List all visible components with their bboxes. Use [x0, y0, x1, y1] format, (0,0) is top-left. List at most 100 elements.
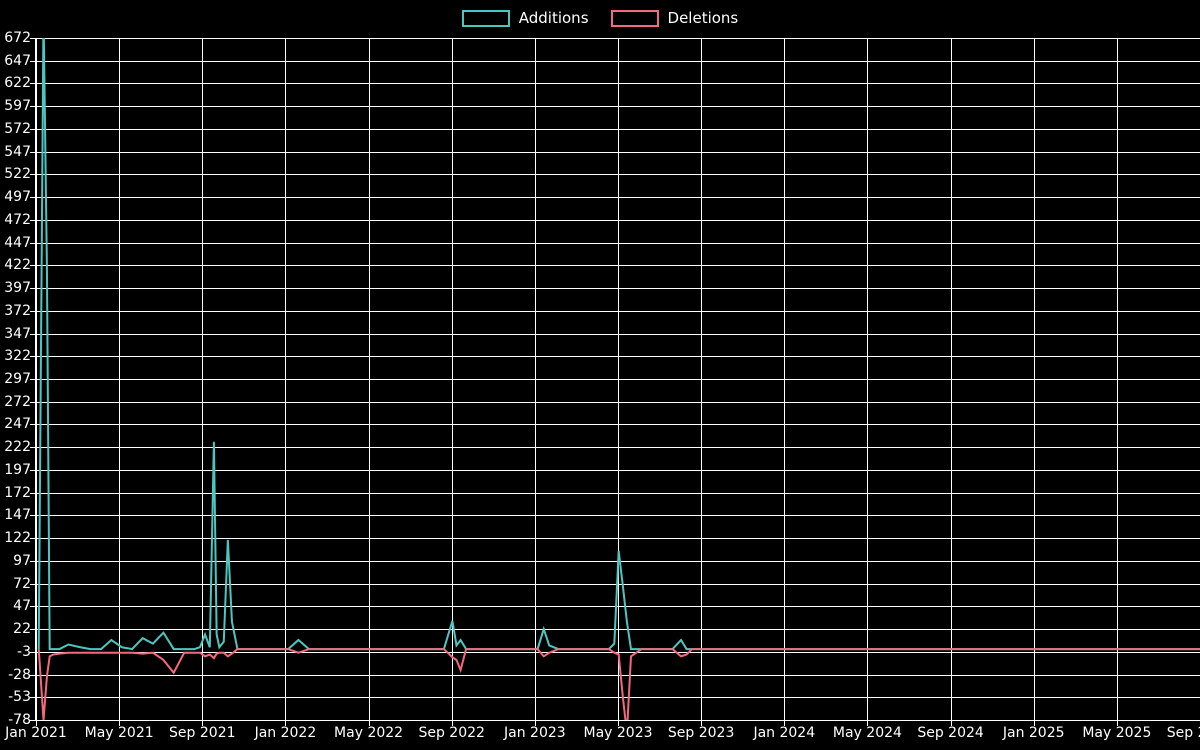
- y-tick-mark: [30, 265, 36, 267]
- y-tick-mark: [30, 174, 36, 176]
- gridline-vertical: [202, 38, 204, 720]
- gridline-vertical: [867, 38, 869, 720]
- y-tick-label: 397: [4, 280, 31, 297]
- x-tick-mark: [368, 721, 370, 726]
- x-tick-label: May 2025: [1082, 725, 1152, 741]
- x-tick-mark: [1116, 721, 1118, 726]
- x-tick-label: Sep 2021: [169, 725, 236, 741]
- y-tick-mark: [30, 356, 36, 358]
- legend-label-additions: Additions: [518, 8, 589, 27]
- gridline-vertical: [451, 38, 453, 720]
- y-tick-label: 272: [4, 393, 31, 410]
- y-tick-mark: [30, 106, 36, 108]
- gridline-vertical: [784, 38, 786, 720]
- y-tick-label: 197: [4, 461, 31, 478]
- x-tick-mark: [867, 721, 869, 726]
- y-tick-label: 347: [4, 325, 31, 342]
- y-tick-mark: [30, 606, 36, 608]
- y-tick-label: 372: [4, 302, 31, 319]
- x-tick-label: Jan 2025: [1002, 725, 1065, 741]
- y-tick-mark: [30, 447, 36, 449]
- gridline-vertical: [701, 38, 703, 720]
- x-tick-mark: [451, 721, 453, 726]
- y-tick-label: 172: [4, 484, 31, 501]
- y-tick-label: 447: [4, 234, 31, 251]
- x-tick-mark: [285, 721, 287, 726]
- x-tick-mark: [784, 721, 786, 726]
- y-tick-label: -3: [17, 643, 31, 660]
- gridline-vertical: [534, 38, 536, 720]
- y-tick-label: 497: [4, 189, 31, 206]
- x-tick-mark: [119, 721, 121, 726]
- x-tick-mark: [534, 721, 536, 726]
- x-tick-label: Sep 2025: [1166, 725, 1200, 741]
- y-tick-mark: [30, 651, 36, 653]
- legend-label-deletions: Deletions: [667, 8, 739, 27]
- x-tick-mark: [950, 721, 952, 726]
- x-tick-label: Sep 2023: [667, 725, 735, 741]
- y-tick-mark: [30, 151, 36, 153]
- legend-entry-additions[interactable]: Additions: [461, 8, 589, 27]
- y-tick-label: 122: [4, 530, 31, 547]
- y-tick-mark: [30, 720, 36, 721]
- y-tick-mark: [30, 469, 36, 471]
- y-tick-mark: [30, 219, 36, 221]
- y-tick-label: 622: [4, 75, 31, 92]
- gridline-vertical: [950, 38, 952, 720]
- y-tick-mark: [30, 515, 36, 517]
- y-tick-mark: [30, 492, 36, 494]
- y-tick-label: 222: [4, 439, 31, 456]
- y-tick-mark: [30, 310, 36, 312]
- gridline-vertical: [1116, 38, 1118, 720]
- gridline-horizontal: [36, 720, 1200, 721]
- gridline-vertical: [285, 38, 287, 720]
- y-tick-mark: [30, 424, 36, 426]
- y-tick-mark: [30, 379, 36, 380]
- x-tick-label: Sep 2022: [418, 725, 485, 741]
- series-layer: [36, 38, 1200, 720]
- x-tick-mark: [202, 721, 204, 726]
- gridline-vertical: [1033, 38, 1035, 720]
- y-tick-label: 472: [4, 211, 31, 228]
- y-tick-mark: [30, 333, 36, 335]
- x-tick-label: Jan 2024: [753, 725, 816, 741]
- y-tick-label: 572: [4, 120, 31, 137]
- x-tick-label: Jan 2021: [5, 725, 67, 741]
- y-tick-mark: [30, 674, 36, 676]
- y-tick-label: 647: [4, 52, 31, 69]
- x-tick-label: May 2021: [84, 725, 154, 741]
- y-tick-label: 297: [4, 371, 31, 387]
- y-tick-label: 22: [13, 621, 31, 638]
- x-tick-label: Jan 2023: [504, 725, 566, 741]
- y-tick-mark: [30, 288, 36, 290]
- x-tick-label: May 2023: [583, 725, 653, 741]
- y-tick-mark: [30, 560, 36, 562]
- y-tick-label: 597: [4, 98, 31, 115]
- y-tick-label: -53: [8, 689, 31, 706]
- y-tick-label: 322: [4, 348, 31, 365]
- x-tick-label: Jan 2022: [254, 725, 317, 741]
- x-tick-label: May 2024: [832, 725, 902, 741]
- y-tick-label: 422: [4, 257, 31, 274]
- legend-entry-deletions[interactable]: Deletions: [610, 8, 739, 27]
- x-tick-mark: [36, 721, 37, 726]
- x-tick-mark: [701, 721, 703, 726]
- gridline-vertical: [618, 38, 619, 720]
- gridline-vertical: [36, 38, 37, 720]
- y-tick-label: 72: [13, 575, 31, 592]
- y-tick-label: 147: [4, 507, 31, 524]
- y-tick-mark: [30, 83, 36, 85]
- y-tick-mark: [30, 401, 36, 403]
- y-tick-label: 247: [4, 416, 31, 433]
- y-tick-label: 547: [4, 143, 31, 160]
- gridline-vertical: [119, 38, 121, 720]
- y-tick-mark: [30, 197, 36, 199]
- y-tick-label: 672: [4, 30, 31, 46]
- legend-swatch-additions: [461, 9, 510, 27]
- legend-swatch-deletions: [610, 9, 659, 27]
- y-tick-mark: [30, 583, 36, 585]
- x-tick-mark: [1033, 721, 1035, 726]
- y-tick-label: 47: [13, 598, 31, 615]
- y-tick-mark: [30, 38, 36, 39]
- y-tick-label: 522: [4, 166, 31, 183]
